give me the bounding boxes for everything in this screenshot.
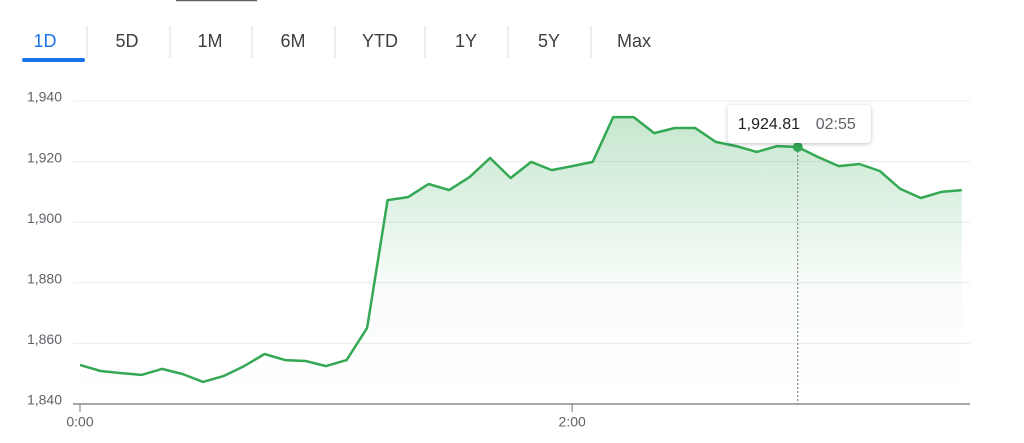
y-tick-label: 1,880 bbox=[27, 271, 62, 287]
x-tick-label: 0:00 bbox=[66, 414, 93, 430]
range-tab[interactable]: 1D bbox=[33, 31, 56, 51]
y-tick-label: 1,920 bbox=[27, 149, 62, 165]
tooltip-box bbox=[727, 105, 871, 143]
range-tab[interactable]: YTD bbox=[362, 31, 398, 51]
selected-tab-underline bbox=[22, 58, 85, 62]
tooltip-value: 1,924.81 bbox=[738, 116, 800, 133]
range-tab[interactable]: 1Y bbox=[455, 31, 477, 51]
tooltip-time: 02:55 bbox=[816, 116, 856, 133]
y-tick-label: 1,940 bbox=[27, 89, 62, 105]
range-tabs: 1D 5D 1M 6M YTD 1Y 5Y Max bbox=[22, 26, 651, 62]
area-fill bbox=[80, 117, 962, 404]
range-tab[interactable]: 5D bbox=[115, 31, 138, 51]
y-tick-label: 1,860 bbox=[27, 331, 62, 347]
range-tab[interactable]: 5Y bbox=[538, 31, 560, 51]
y-tick-label: 1,840 bbox=[27, 392, 62, 408]
range-tab[interactable]: 6M bbox=[280, 31, 305, 51]
x-tick-label: 2:00 bbox=[559, 414, 586, 430]
hover-point bbox=[792, 142, 803, 153]
price-line bbox=[79, 115, 962, 384]
range-tab[interactable]: Max bbox=[617, 31, 651, 51]
range-tab[interactable]: 1M bbox=[197, 31, 222, 51]
y-tick-label: 1,900 bbox=[27, 210, 62, 226]
plot: 1,840 1,860 1,880 1,900 1,920 1,940 0:00 2:00 1,… bbox=[27, 89, 970, 430]
